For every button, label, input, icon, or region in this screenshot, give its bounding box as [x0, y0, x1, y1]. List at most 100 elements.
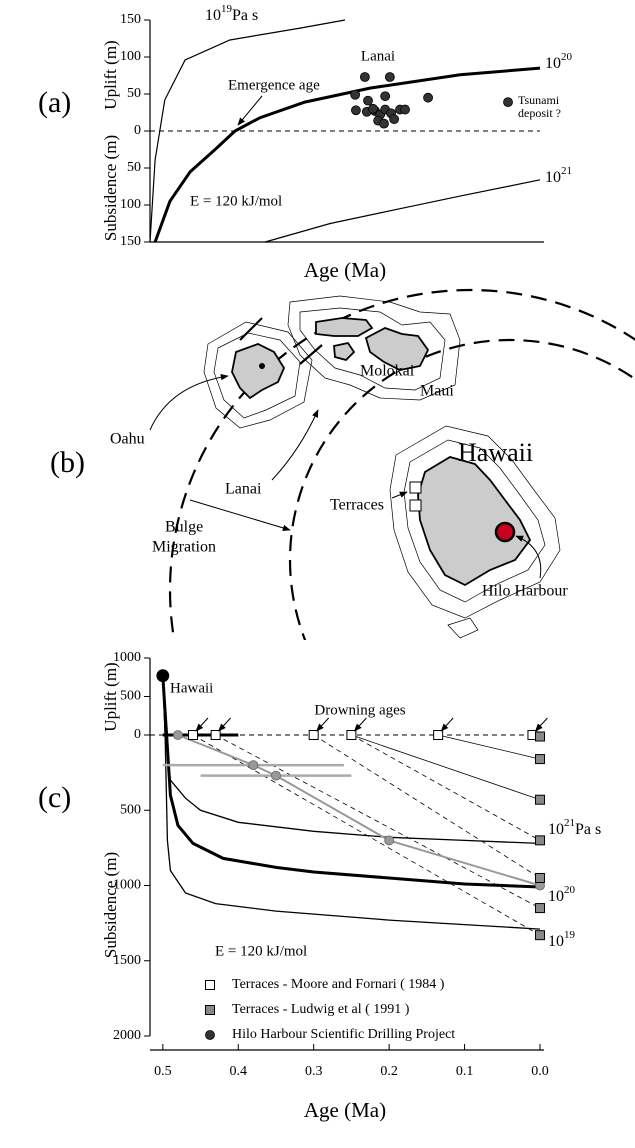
- bulge-label: Migration: [152, 539, 216, 556]
- circle-marker: [363, 95, 373, 106]
- oahu-dot: [259, 363, 265, 369]
- legend-marker: [205, 1030, 215, 1040]
- label-exponent: 21: [564, 817, 575, 829]
- circle-marker: [503, 97, 513, 108]
- annotation: E = 120 kJ/mol: [190, 193, 282, 209]
- circle-marker: [384, 835, 395, 846]
- panel-label: (b): [50, 446, 85, 479]
- chart-panel: 1000 500 0 500 1000 1500 2000 0.5 0.4 0.3 0.2 0.1 0.…: [38, 650, 601, 1122]
- y-tick-label: 100: [120, 49, 141, 64]
- y-tick-label: 0: [134, 123, 141, 138]
- hawaii-island: [417, 456, 532, 587]
- curve: [351, 734, 541, 801]
- drowning-arrow: [218, 717, 231, 732]
- curve: [351, 734, 541, 841]
- square-marker: [433, 730, 444, 740]
- chart-panel: 150 100 50 0 50 100 150 Age (Ma) Uplift (m) Subsi…: [38, 3, 573, 282]
- legend-label: Terraces - Moore and Fornari ( 1984 ): [232, 977, 445, 992]
- island-label: Lanai: [225, 481, 262, 498]
- curve: [162, 675, 541, 930]
- markers: [239, 317, 323, 365]
- curve: [215, 734, 541, 909]
- drowning-arrow: [440, 717, 454, 732]
- y-tick-label: 50: [127, 86, 141, 101]
- legend-marker: [205, 980, 215, 990]
- map-arrows: [149, 373, 542, 579]
- label-base: 10: [548, 933, 564, 950]
- square-marker: [308, 730, 319, 740]
- label-unit: Pa s: [232, 7, 258, 24]
- panel-label: (a): [38, 86, 71, 119]
- bulge-inner-arc: [288, 338, 635, 640]
- label-exponent: 19: [564, 929, 576, 941]
- y-axis-label: Uplift (m): [101, 40, 120, 109]
- annotation: Lanai: [361, 48, 395, 64]
- x-tick-label: 0.3: [305, 1064, 323, 1079]
- circle-marker: [173, 730, 183, 740]
- drowning-arrow: [534, 717, 548, 732]
- annotation: Drowning ages: [314, 702, 405, 718]
- annotation: deposit ?: [518, 106, 561, 120]
- square-marker: [535, 754, 545, 765]
- label-base: 10: [548, 888, 564, 905]
- y-tick-label: 2000: [113, 1028, 141, 1043]
- curve: [149, 19, 346, 243]
- terrace-square: [409, 499, 422, 512]
- island-label: Molokai: [360, 363, 415, 380]
- y-tick-label: 1500: [113, 953, 141, 968]
- maui: [364, 327, 430, 371]
- y-tick-label: 100: [120, 197, 141, 212]
- map-panel: (b) Molokai Oahu Maui Lanai Hawaii Terra…: [50, 288, 635, 640]
- circle-marker: [271, 770, 281, 781]
- circle-marker: [368, 103, 378, 114]
- curve-label: 1021Pa s: [548, 817, 601, 838]
- circle-marker: [351, 105, 361, 116]
- island-label: Maui: [420, 383, 454, 400]
- molokai: [315, 317, 374, 337]
- label-unit: Pa s: [575, 821, 601, 838]
- y-axis-label: Uplift (m): [101, 662, 120, 731]
- label-exponent: 19: [221, 3, 233, 15]
- square-marker: [535, 835, 545, 846]
- x-tick-label: 0.5: [154, 1064, 172, 1079]
- curve: [161, 675, 541, 889]
- circle-marker: [379, 118, 389, 129]
- legend-label: Hilo Harbour Scientific Drilling Project: [232, 1027, 455, 1042]
- y-tick-label: 500: [120, 802, 141, 817]
- square-marker: [535, 872, 545, 883]
- y-tick-label: 150: [120, 234, 141, 249]
- terraces-label: Terraces: [330, 497, 384, 514]
- curve-label: 1019Pa s: [205, 3, 258, 24]
- square-marker: [535, 794, 545, 805]
- x-axis-label: Age (Ma): [304, 1098, 386, 1122]
- label-exponent: 21: [561, 165, 572, 177]
- bulge-label: Bulge: [165, 519, 203, 536]
- lanai: [333, 341, 356, 362]
- square-marker: [346, 730, 357, 740]
- y-tick-label: 1000: [113, 878, 141, 893]
- hilo-harbour-site: [494, 521, 516, 543]
- circle-marker: [350, 89, 361, 100]
- circle-marker: [389, 114, 400, 125]
- curve: [153, 66, 541, 243]
- curve-label: 1020: [548, 884, 576, 905]
- annotation: E = 120 kJ/mol: [215, 943, 307, 959]
- label-base: 10: [548, 821, 564, 838]
- circle-marker: [359, 72, 370, 82]
- label-base: 10: [545, 169, 561, 186]
- annotation: Emergence age: [228, 77, 320, 93]
- x-tick-label: 0.2: [380, 1064, 398, 1079]
- circle-marker: [400, 104, 410, 115]
- drowning-arrow: [316, 717, 330, 732]
- y-tick-label: 1000: [113, 650, 141, 665]
- x-tick-label: 0.0: [531, 1064, 549, 1079]
- y-tick-label: 50: [127, 160, 141, 175]
- label-exponent: 20: [564, 884, 576, 896]
- curve-label: 1020: [545, 51, 573, 72]
- circle-marker: [384, 72, 395, 82]
- drowning-arrow: [353, 717, 367, 732]
- curve-label: 1019: [548, 929, 576, 950]
- label-base: 10: [545, 55, 561, 72]
